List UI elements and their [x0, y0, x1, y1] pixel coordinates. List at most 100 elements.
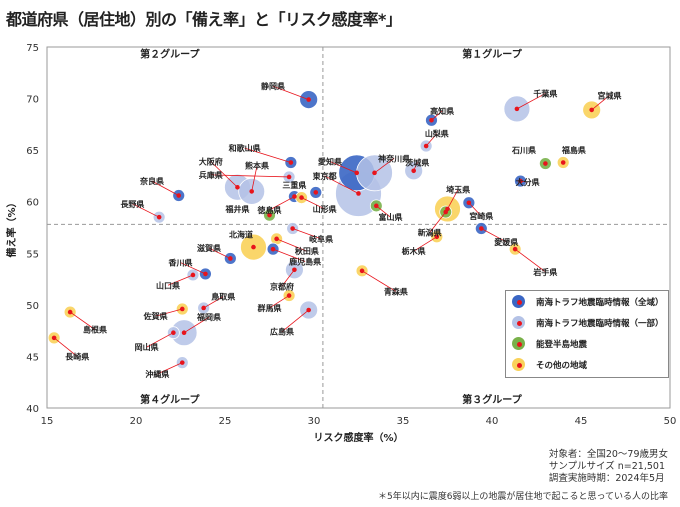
data-point-dot: [286, 293, 292, 298]
leader-line: [210, 161, 238, 188]
data-point-dot: [434, 234, 440, 240]
data-point-dot: [267, 212, 272, 218]
leader-line: [244, 147, 291, 163]
data-point-dot: [306, 97, 311, 102]
survey-meta: 対象者：全国20～79歳男女 サンプルサイズ n=21,501 調査実施時期：2…: [549, 449, 668, 485]
data-label: 島根県: [83, 325, 107, 335]
leader-line: [180, 262, 206, 275]
leader-line: [251, 165, 258, 192]
data-label: 沖縄県: [145, 369, 169, 379]
leader-line: [376, 205, 391, 218]
data-label: 岐阜県: [309, 234, 333, 244]
data-label: 富山県: [379, 212, 403, 222]
data-label: 東京都: [313, 171, 337, 181]
data-label: 新潟県: [418, 228, 442, 238]
data-point-dot: [411, 168, 416, 174]
chart-title: 都道府県（居住地）別の「備え率」と「リスク感度率*」: [6, 10, 402, 29]
y-tick-label: 60: [26, 198, 39, 209]
leader-line: [429, 211, 447, 233]
data-point-dot: [286, 174, 292, 180]
data-label: 徳島県: [257, 205, 282, 215]
leader-line: [132, 203, 160, 218]
data-point-dot: [228, 256, 233, 261]
leader-line: [374, 158, 395, 174]
data-label: 岡山県: [135, 342, 159, 352]
leader-line: [516, 93, 546, 110]
data-label: 静岡県: [261, 81, 285, 91]
data-point-dot: [176, 193, 182, 198]
data-point-dot: [201, 305, 206, 311]
data-point-dot: [313, 190, 319, 195]
data-label: 茨城県: [405, 158, 429, 168]
data-point-dot: [270, 246, 276, 252]
meta-line: サンプルサイズ n=21,501: [548, 461, 665, 472]
data-label: 奈良県: [139, 176, 164, 186]
leader-line: [292, 228, 322, 240]
x-tick-label: 15: [41, 416, 54, 427]
leader-line: [155, 308, 183, 317]
leader-line: [361, 270, 397, 292]
data-label: 大阪府: [199, 156, 223, 166]
y-tick-label: 55: [26, 249, 39, 260]
data-label: 愛知県: [318, 156, 342, 166]
data-label: 群馬県: [257, 303, 282, 313]
data-label: 山梨県: [425, 129, 449, 139]
x-tick-label: 45: [575, 416, 588, 427]
data-label: 佐賀県: [143, 311, 168, 321]
data-label: 長野県: [120, 199, 144, 209]
leader-line: [269, 196, 295, 211]
data-label: 福岡県: [196, 312, 221, 322]
leader-line: [301, 197, 325, 210]
data-label: 山口県: [156, 280, 180, 290]
x-tick-label: 50: [664, 416, 677, 427]
data-point-dot: [374, 203, 379, 209]
data-point-dot: [251, 244, 256, 250]
leader-line: [481, 228, 507, 243]
data-label: 香川県: [168, 258, 193, 268]
data-label: 福井県: [224, 204, 249, 214]
data-point-dot: [429, 117, 434, 123]
quadrant-label: 第１グループ: [462, 47, 522, 60]
data-point-dot: [514, 106, 520, 112]
x-tick-label: 40: [486, 416, 499, 427]
data-point-dot: [299, 195, 304, 200]
legend-label-full: 南海トラフ地震臨時情報（全域）: [536, 298, 664, 308]
y-tick-label: 40: [26, 404, 39, 415]
data-point-dot: [235, 184, 240, 190]
legend-label-noto: 能登半島地震: [536, 340, 588, 350]
y-tick-label: 75: [26, 43, 39, 54]
leader-line: [269, 295, 290, 309]
data-point-dot: [181, 330, 187, 336]
data-label: 広島県: [270, 327, 294, 337]
data-point-dot: [356, 191, 361, 196]
leader-line: [591, 95, 610, 111]
legend-item-full: 南海トラフ地震臨時情報（全域）: [506, 291, 668, 312]
leader-line: [151, 180, 179, 196]
data-point-dot: [423, 143, 429, 149]
data-point-dot: [560, 160, 566, 165]
leader-line: [281, 309, 309, 332]
data-point-dot: [156, 214, 162, 220]
leader-line: [69, 311, 96, 330]
leader-line: [447, 189, 459, 210]
data-label: 和歌山県: [229, 143, 261, 153]
data-point-dot: [51, 335, 57, 341]
leader-line: [53, 337, 78, 357]
data-point-dot: [306, 307, 311, 313]
data-point-dot: [372, 170, 377, 176]
leader-line: [329, 161, 357, 174]
data-label: 千葉県: [533, 88, 557, 98]
data-label: 栃木県: [402, 246, 426, 256]
leader-line: [324, 175, 359, 194]
data-label: 秋田県: [294, 246, 319, 256]
data-point-dot: [190, 272, 196, 278]
data-label: 大分県: [516, 177, 540, 187]
leader-line: [203, 296, 224, 309]
data-label: 高知県: [430, 106, 454, 116]
legend-label-other: その他の地域: [536, 361, 588, 371]
y-tick-label: 50: [26, 301, 39, 312]
quadrant-label: 第３グループ: [462, 393, 522, 406]
y-tick-label: 70: [26, 95, 39, 106]
meta-line: 対象者：全国20～79歳男女: [548, 449, 668, 460]
